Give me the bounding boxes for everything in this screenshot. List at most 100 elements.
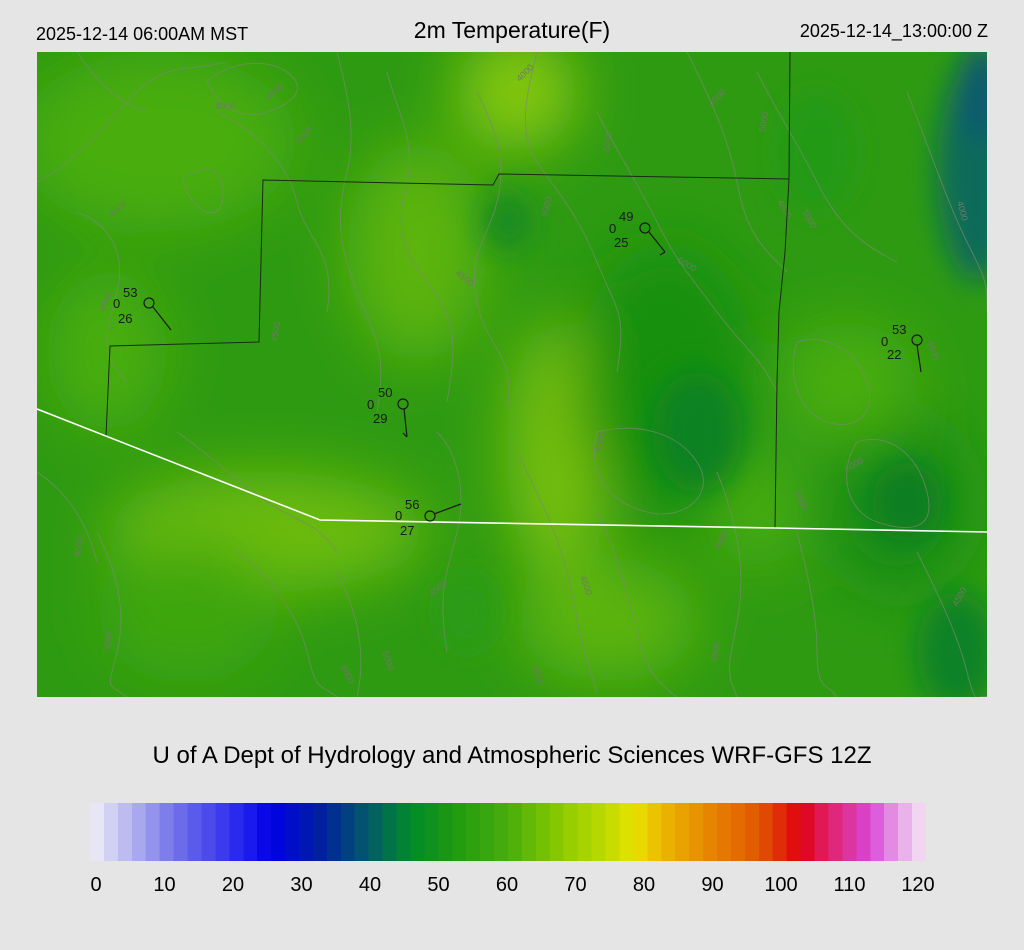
county-boundaries [105,52,791,529]
station-wind: 0 [881,334,888,349]
colorbar-tick-label: 0 [90,874,102,896]
colorbar-segment [912,803,926,861]
station-wind: 0 [113,296,120,311]
colorbar-segment [689,803,704,861]
model-credit: U of A Dept of Hydrology and Atmospheric… [152,742,872,769]
colorbar-segment [591,803,607,861]
colorbar-segment [744,803,760,861]
station-dewpoint: 25 [614,235,628,250]
colorbar-segment [312,803,328,861]
contour-label: 5000 [709,641,722,662]
station-plot: 53 0 26 [113,285,172,331]
colorbar-segment [90,803,105,861]
colorbar-segment [647,803,662,861]
colorbar-segment [870,803,885,861]
colorbar-segment [117,803,133,861]
colorbar-segment [703,803,718,861]
colorbar-segment [535,803,551,861]
colorbar-segment [758,803,774,861]
colorbar-segment [661,803,676,861]
temperature-field [37,52,987,697]
colorbar-segment [577,803,593,861]
contour-label: 5000 [101,631,114,652]
colorbar-tick-label: 80 [632,874,656,896]
station-temp: 53 [892,322,906,337]
colorbar-segment [452,803,467,861]
colorbar-segment [717,803,732,861]
terrain-contours [37,52,987,697]
contour-label: 5000 [594,431,607,452]
station-wind: 0 [367,397,374,412]
colorbar-segment [466,803,481,861]
colorbar-segment [800,803,816,861]
colorbar-segment [619,803,634,861]
station-temp: 56 [405,497,419,512]
station-plot: 49 0 25 [609,209,666,256]
colorbar-segment [229,803,244,861]
colorbar-segment [131,803,147,861]
colorbar-tick-label: 50 [427,874,450,896]
colorbar-segment [508,803,523,861]
map-title: 2m Temperature(F) [413,17,611,43]
colorbar-tick-label: 40 [358,874,382,896]
contour-label: 4500 [72,536,85,557]
colorbar-segment [675,803,690,861]
station-dewpoint: 29 [373,411,387,426]
colorbar-segment [173,803,189,861]
colorbar-segment [842,803,857,861]
state-boundary [37,408,987,533]
colorbar-segment [159,803,175,861]
colorbar-segment [772,803,788,861]
colorbar-segment [271,803,286,861]
colorbar-tick-label: 110 [833,874,866,896]
colorbar-segment [368,803,384,861]
colorbar-segment [633,803,648,861]
colorbar-tick-label: 10 [153,874,176,896]
contour-label: 5000 [601,131,614,152]
colorbar-segment [828,803,843,861]
colorbar-segment [856,803,871,861]
station-dewpoint: 27 [400,523,414,538]
colorbar-tick-label: 70 [564,874,587,896]
colorbar-segment [884,803,899,861]
colorbar-segment [786,803,802,861]
temperature-colorbar [90,803,926,861]
colorbar-segment [396,803,412,861]
station-dewpoint: 22 [887,347,901,362]
station-plot: 50 0 29 [367,385,409,438]
colorbar-segment [814,803,830,861]
station-temp: 49 [619,209,633,224]
colorbar-segment [257,803,272,861]
colorbar-segment [382,803,398,861]
colorbar-segment [549,803,565,861]
station-plot: 53 0 22 [881,322,923,373]
colorbar-tick-label: 30 [290,874,313,896]
station-dewpoint: 26 [118,311,132,326]
colorbar-tick-label: 90 [701,874,724,896]
colorbar-tick-label: 120 [901,874,935,896]
colorbar-segment [103,803,119,861]
colorbar-segment [201,803,216,861]
colorbar-tick-label: 100 [764,874,798,896]
colorbar-tick-label: 20 [221,874,245,896]
colorbar-segment [354,803,370,861]
station-wind: 0 [395,508,402,523]
contour-label: 5000 [757,111,770,132]
colorbar-segment [215,803,230,861]
valid-local-time: 2025-12-14 06:00AM MST [36,24,249,44]
colorbar-segment [730,803,746,861]
colorbar-segment [410,803,425,861]
colorbar-segment [424,803,439,861]
colorbar-segment [326,803,342,861]
colorbar-segment [898,803,913,861]
colorbar-segment [145,803,161,861]
colorbar-segment [563,803,579,861]
station-plot: 56 0 27 [395,497,462,538]
valid-utc-time: 2025-12-14_13:00:00 Z [799,21,988,41]
colorbar-segment [438,803,453,861]
contour-label: 4500 [269,321,282,342]
colorbar-segment [285,803,300,861]
contour-label: 4000 [215,101,235,111]
station-plots: 53 0 26 49 0 25 53 0 22 50 0 29 [113,209,923,538]
station-temp: 50 [378,385,392,400]
